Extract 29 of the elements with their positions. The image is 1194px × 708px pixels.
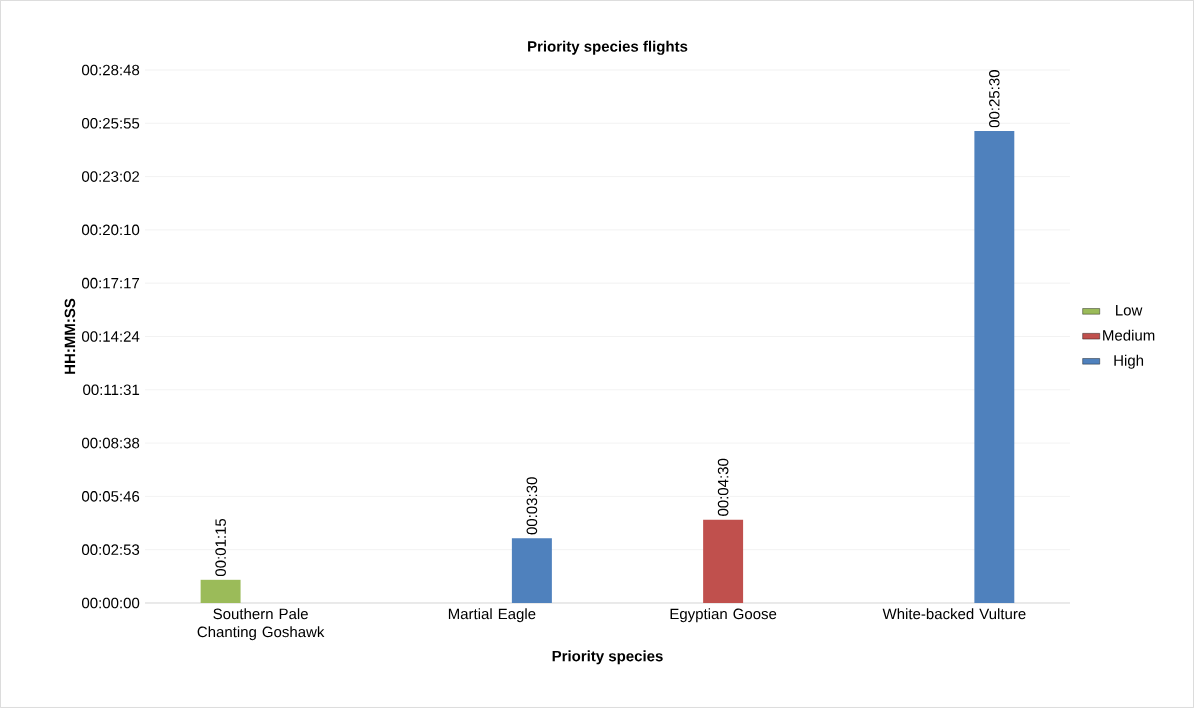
data-label: 00:03:30: [526, 477, 538, 535]
y-tick-label: 00:02:53: [82, 544, 140, 555]
chart-title: Priority species flights: [528, 40, 688, 55]
legend-label: Medium: [1103, 329, 1155, 341]
y-axis-title: HH:MM:SS: [64, 298, 76, 374]
y-tick-label: 00:08:38: [82, 437, 140, 449]
y-tick-label: 00:11:31: [83, 384, 140, 396]
bar: [200, 579, 241, 603]
x-axis-title: Priority species: [552, 650, 663, 665]
y-tick-label: 00:14:24: [82, 331, 140, 342]
y-tick-label: 00:25:55: [82, 117, 140, 129]
bar: [974, 131, 1015, 603]
y-tick-label: 00:23:02: [82, 171, 140, 182]
legend-label: Low: [1116, 305, 1143, 316]
x-tick-label: White-backed Vulture: [882, 608, 1026, 620]
data-label: 00:25:30: [989, 70, 1000, 128]
y-tick-label: 00:17:17: [82, 277, 140, 289]
bar: [703, 519, 744, 603]
y-tick-label: 00:28:48: [82, 64, 140, 76]
y-tick-label: 00:05:46: [82, 491, 140, 502]
data-label: 00:04:30: [717, 458, 729, 516]
y-tick-label: 00:20:10: [82, 224, 140, 236]
x-tick-label: Southern Pale Chanting Goshawk: [197, 608, 325, 641]
x-tick-label: Martial Eagle: [448, 608, 536, 623]
y-tick-label: 00:00:00: [82, 597, 140, 609]
bar: [511, 538, 552, 603]
x-tick-label: Egyptian Goose: [670, 608, 777, 623]
data-label: 00:01:15: [215, 518, 226, 577]
legend-label: High: [1114, 354, 1144, 369]
